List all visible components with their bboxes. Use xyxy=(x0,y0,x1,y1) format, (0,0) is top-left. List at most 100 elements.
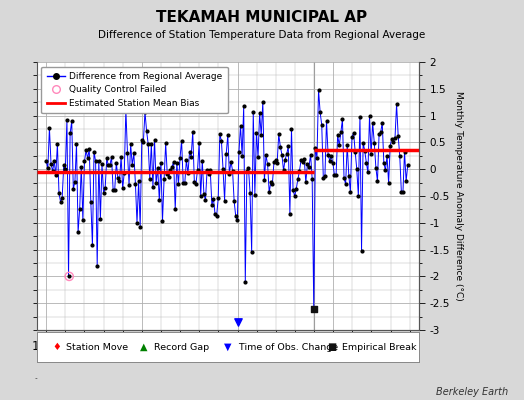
Point xyxy=(90,148,98,155)
Point xyxy=(77,164,85,170)
Point xyxy=(318,122,326,128)
Point xyxy=(340,174,348,181)
Point xyxy=(209,196,217,202)
Point xyxy=(286,210,294,217)
Text: ▼: ▼ xyxy=(224,342,232,352)
Point xyxy=(322,118,331,124)
Point xyxy=(370,140,378,146)
Point xyxy=(217,138,226,144)
Point xyxy=(227,158,235,165)
Point xyxy=(203,167,211,173)
Point xyxy=(75,206,84,212)
Point xyxy=(335,142,343,149)
Point xyxy=(273,160,281,166)
Point xyxy=(246,190,254,196)
Point xyxy=(79,217,87,223)
Point xyxy=(311,144,320,151)
Point xyxy=(388,136,396,142)
Point xyxy=(399,189,407,195)
Point xyxy=(310,305,318,312)
Point xyxy=(118,185,127,191)
Point xyxy=(214,195,222,202)
Point xyxy=(339,116,347,123)
Point xyxy=(353,166,361,172)
Point xyxy=(260,177,269,184)
Point xyxy=(219,166,227,172)
Point xyxy=(302,179,310,186)
Point xyxy=(259,98,267,105)
Point xyxy=(174,181,182,187)
Point xyxy=(103,155,111,162)
Point xyxy=(182,157,191,163)
Point xyxy=(131,180,139,187)
Point xyxy=(193,166,202,173)
Point xyxy=(64,273,73,280)
Point xyxy=(201,197,210,203)
Point xyxy=(303,161,312,168)
Point xyxy=(138,137,146,143)
Text: Station Move: Station Move xyxy=(63,342,128,352)
Point xyxy=(255,110,264,116)
Point xyxy=(396,153,404,159)
Point xyxy=(333,132,342,138)
Point xyxy=(166,167,174,173)
Text: Berkeley Earth: Berkeley Earth xyxy=(436,387,508,397)
Point xyxy=(314,87,323,93)
Point xyxy=(165,173,173,180)
Point xyxy=(394,132,402,139)
Point xyxy=(150,136,159,143)
Point xyxy=(189,129,197,135)
Point xyxy=(65,273,73,280)
Text: ♦: ♦ xyxy=(52,342,61,352)
Point xyxy=(200,191,208,197)
Point xyxy=(125,182,133,188)
Point xyxy=(215,131,224,138)
Point xyxy=(324,152,332,158)
Point xyxy=(66,130,74,136)
Point xyxy=(307,151,315,158)
Point xyxy=(225,170,234,177)
Point xyxy=(208,201,216,208)
Point xyxy=(281,156,289,163)
Point xyxy=(155,197,163,204)
Point xyxy=(357,248,366,254)
Point xyxy=(171,206,179,212)
Point xyxy=(287,126,296,132)
Point xyxy=(74,229,82,236)
Point xyxy=(295,168,303,174)
Point xyxy=(380,160,388,166)
Point xyxy=(391,135,399,142)
Point xyxy=(72,141,81,147)
Point xyxy=(123,150,132,156)
Point xyxy=(179,180,188,186)
Point xyxy=(129,150,138,156)
Point xyxy=(152,180,160,187)
Point xyxy=(136,223,145,230)
Point xyxy=(107,154,116,160)
Point xyxy=(332,172,340,178)
Point xyxy=(111,186,119,193)
Point xyxy=(185,149,194,155)
Point xyxy=(364,169,372,176)
Point xyxy=(279,167,288,174)
Point xyxy=(55,190,63,196)
Point xyxy=(402,178,410,184)
Point xyxy=(372,164,380,171)
Point xyxy=(147,141,156,147)
Point xyxy=(42,158,50,164)
Point xyxy=(57,199,65,205)
Point xyxy=(117,154,125,160)
Point xyxy=(206,167,214,174)
Point xyxy=(82,147,90,154)
Point xyxy=(187,153,195,160)
Point xyxy=(114,175,122,181)
Point xyxy=(342,181,350,188)
Point xyxy=(290,193,299,200)
Point xyxy=(282,151,291,157)
Point xyxy=(241,278,249,285)
Point xyxy=(376,129,385,136)
Point xyxy=(319,175,328,182)
Point xyxy=(68,118,76,124)
Point xyxy=(321,173,329,180)
Point xyxy=(128,162,136,168)
